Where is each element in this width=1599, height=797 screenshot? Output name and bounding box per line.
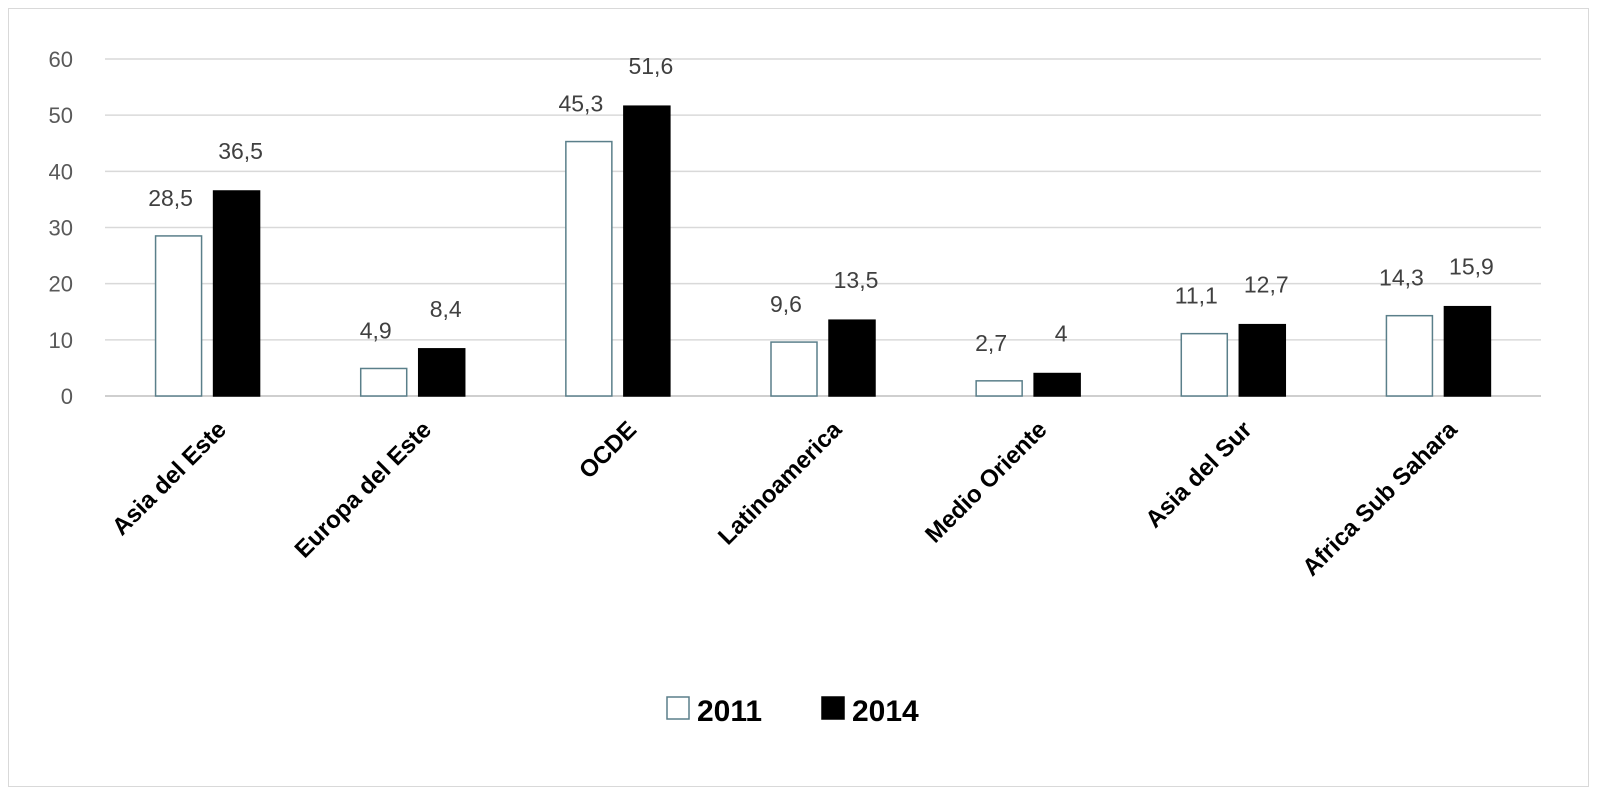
y-tick-label: 50	[49, 103, 73, 128]
y-tick-label: 30	[49, 216, 73, 241]
bars	[154, 105, 1492, 397]
data-label-2011: 11,1	[1175, 283, 1218, 309]
bar-2014	[623, 105, 671, 397]
bar-2011	[770, 341, 818, 397]
bar-2011	[1385, 314, 1434, 397]
data-label-2014: 15,9	[1449, 254, 1494, 280]
x-category-label: Latinoamerica	[713, 416, 848, 551]
data-label-2011: 2,7	[975, 330, 1007, 356]
data-label-2011: 14,3	[1379, 265, 1424, 291]
bar-2014	[417, 348, 466, 397]
data-label-2011: 45,3	[558, 91, 603, 117]
legend-swatch-2014	[821, 696, 845, 720]
bar-2014	[212, 190, 261, 397]
y-tick-label: 40	[49, 159, 73, 184]
legend-label-2014: 2014	[852, 695, 919, 728]
data-label-2011: 4,9	[360, 317, 392, 343]
category-labels: Asia del Este Europa del Este OCDE Latinoam…	[107, 416, 1463, 582]
legend: 2011 2014	[666, 695, 919, 728]
data-label-2014: 8,4	[430, 296, 462, 322]
y-axis-ticks: 0 10 20 30 40 50 60	[49, 47, 73, 409]
data-label-2014: 51,6	[628, 53, 673, 79]
chart-frame: 0 10 20 30 40 50 60 28,5 36,5 4,9 8,4 45,3 51,6 9,6 1…	[8, 8, 1589, 787]
gridlines	[105, 58, 1541, 397]
bar-chart: 0 10 20 30 40 50 60 28,5 36,5 4,9 8,4 45,3 51,6 9,6 1…	[49, 47, 1541, 728]
bar-2014	[828, 319, 876, 397]
bar-2011	[975, 380, 1023, 397]
bar-2011	[359, 367, 408, 397]
x-category-label: OCDE	[574, 416, 642, 484]
bar-2014	[1033, 372, 1081, 397]
legend-label-2011: 2011	[697, 695, 762, 728]
y-tick-label: 10	[49, 328, 73, 353]
data-label-2014: 4	[1055, 321, 1068, 347]
data-label-2014: 12,7	[1244, 272, 1289, 298]
bar-2011	[565, 140, 613, 397]
y-tick-label: 60	[49, 47, 73, 72]
bar-2014	[1443, 305, 1492, 397]
x-category-label: Medio Oriente	[920, 416, 1052, 548]
data-label-2014: 13,5	[834, 267, 879, 293]
bar-2011	[1180, 332, 1229, 397]
legend-swatch-2011	[666, 696, 690, 720]
data-label-2011: 9,6	[770, 291, 802, 317]
x-category-label: Asia del Sur	[1140, 416, 1257, 533]
data-labels: 28,5 36,5 4,9 8,4 45,3 51,6 9,6 13,5 2,7 4 11,1 12,…	[148, 53, 1494, 356]
y-tick-label: 20	[49, 272, 73, 297]
bar-2014	[1238, 323, 1287, 397]
x-category-label: Europa del Este	[290, 416, 437, 563]
x-category-label: Asia del Este	[107, 416, 232, 541]
bar-2011	[154, 235, 203, 397]
data-label-2014: 36,5	[218, 138, 263, 164]
data-label-2011: 28,5	[148, 185, 193, 211]
y-tick-label: 0	[61, 384, 73, 409]
x-category-label: Africa Sub Sahara	[1297, 416, 1463, 582]
